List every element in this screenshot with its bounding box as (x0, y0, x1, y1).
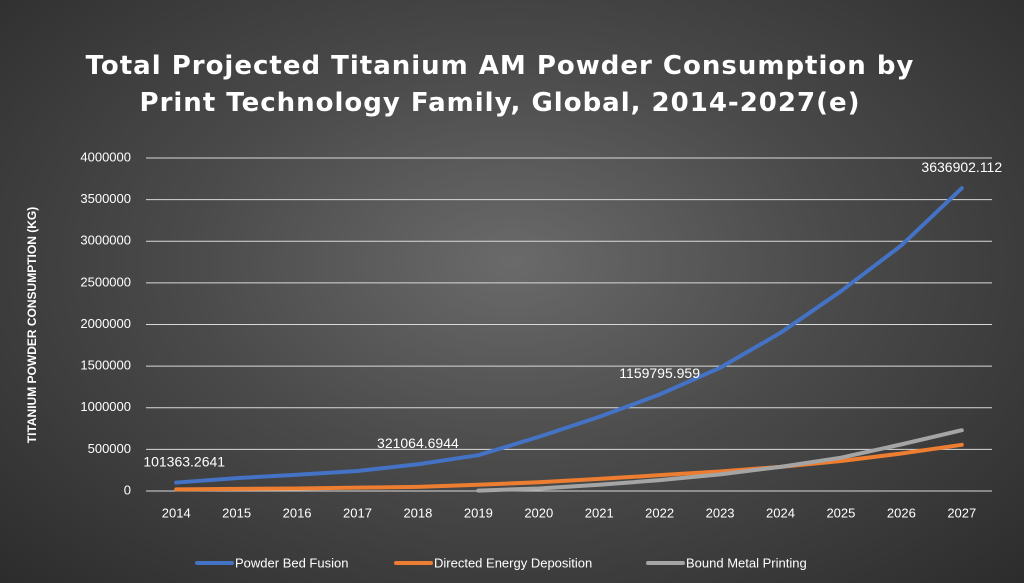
x-tick-label: 2020 (524, 505, 553, 520)
x-tick-label: 2018 (403, 505, 432, 520)
x-tick-label: 2025 (826, 505, 855, 520)
y-tick-label: 1500000 (80, 358, 131, 373)
y-tick-label: 1000000 (80, 399, 131, 414)
y-tick-label: 2500000 (80, 274, 131, 289)
series-line (476, 428, 964, 493)
series-line (174, 186, 964, 485)
data-label: 321064.6944 (377, 435, 459, 451)
series-line (174, 442, 964, 492)
x-tick-label: 2015 (222, 505, 251, 520)
x-tick-label: 2017 (343, 505, 372, 520)
legend-label: Powder Bed Fusion (235, 555, 348, 570)
y-axis-label: TITANIUM POWDER CONSUMPTION (KG) (25, 207, 39, 443)
x-tick-label: 2016 (283, 505, 312, 520)
data-label: 3636902.112 (921, 159, 1002, 175)
x-tick-label: 2023 (706, 505, 735, 520)
y-tick-label: 3000000 (80, 233, 131, 248)
y-tick-label: 500000 (88, 441, 131, 456)
x-tick-label: 2027 (947, 505, 976, 520)
legend-label: Directed Energy Deposition (434, 555, 592, 570)
x-tick-label: 2022 (645, 505, 674, 520)
legend-label: Bound Metal Printing (686, 555, 807, 570)
data-label: 101363.2641 (143, 453, 225, 469)
x-tick-label: 2021 (585, 505, 614, 520)
y-tick-label: 3500000 (80, 191, 131, 206)
y-tick-label: 4000000 (80, 149, 131, 164)
x-tick-label: 2026 (887, 505, 916, 520)
y-tick-label: 0 (124, 482, 131, 497)
x-tick-label: 2014 (162, 505, 191, 520)
x-tick-label: 2024 (766, 505, 795, 520)
data-label: 1159795.959 (619, 365, 700, 381)
x-tick-label: 2019 (464, 505, 493, 520)
chart-title: Total Projected Titanium AM Powder Consu… (85, 51, 915, 118)
y-tick-label: 2000000 (80, 316, 131, 331)
